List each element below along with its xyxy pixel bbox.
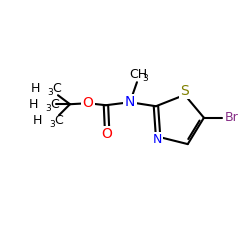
Text: C: C xyxy=(52,82,61,95)
Text: 3: 3 xyxy=(47,88,53,97)
Text: CH: CH xyxy=(129,68,147,81)
Text: H: H xyxy=(28,98,38,111)
Text: C: C xyxy=(54,114,63,127)
Text: C: C xyxy=(50,98,59,111)
Text: H: H xyxy=(30,82,40,95)
Text: O: O xyxy=(82,96,94,110)
Text: H: H xyxy=(32,114,42,127)
Text: 3: 3 xyxy=(45,104,51,113)
Text: 3: 3 xyxy=(49,120,55,129)
Text: Br: Br xyxy=(225,111,239,124)
Text: S: S xyxy=(180,84,189,98)
Text: N: N xyxy=(152,133,162,146)
Text: 3: 3 xyxy=(142,74,148,83)
Text: O: O xyxy=(102,127,112,141)
Text: N: N xyxy=(125,95,135,109)
